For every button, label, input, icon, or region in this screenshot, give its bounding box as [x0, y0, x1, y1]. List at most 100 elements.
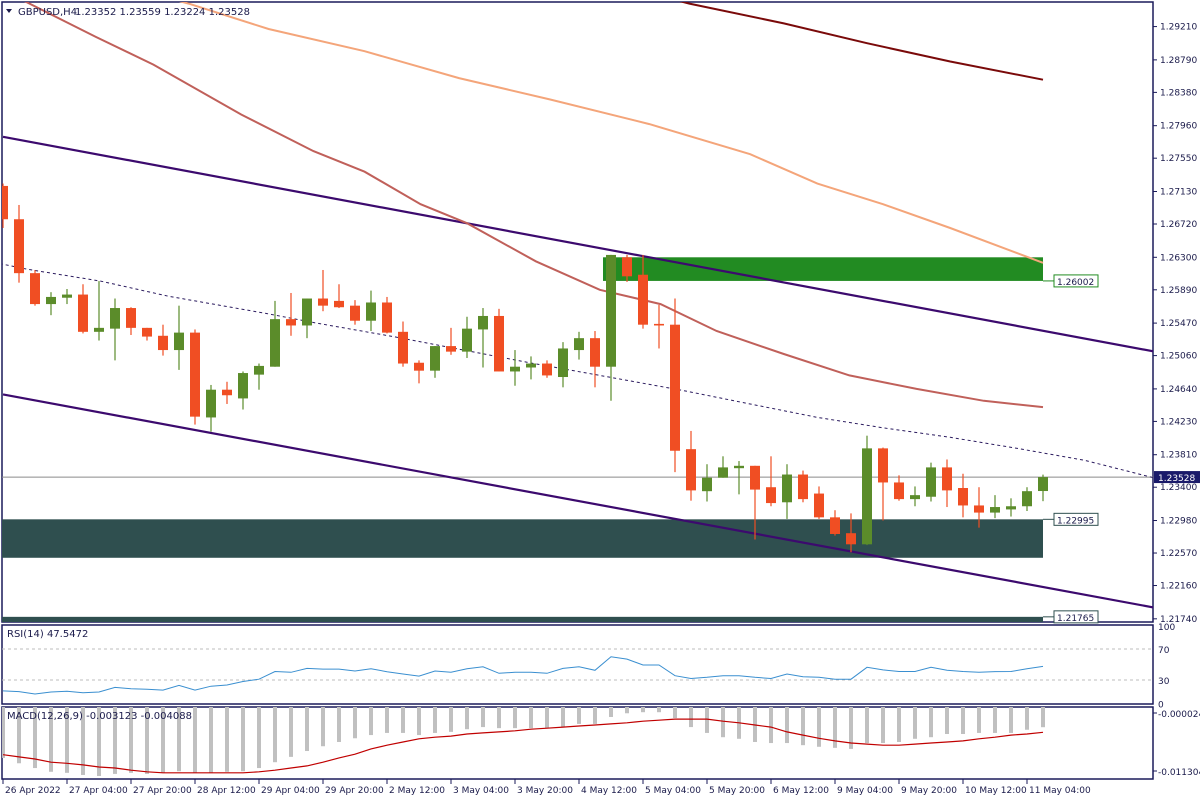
- candle-body: [46, 296, 56, 305]
- candle-body: [366, 302, 376, 321]
- candle: [718, 456, 728, 478]
- rsi-title: RSI(14) 47.5472: [7, 629, 88, 640]
- macd-histogram-bar: [785, 707, 789, 744]
- candle-body: [334, 300, 344, 308]
- macd-histogram-bar: [449, 707, 453, 732]
- candle: [750, 465, 760, 540]
- candle: [558, 342, 568, 388]
- macd-histogram-bar: [705, 707, 709, 733]
- price-tick-label: 1.25470: [1160, 319, 1197, 329]
- candle: [414, 360, 424, 384]
- candle-body: [462, 328, 472, 352]
- price-tick-label: 1.24640: [1160, 385, 1197, 395]
- candle: [942, 459, 952, 508]
- candle: [862, 435, 872, 546]
- rsi-pane[interactable]: [2, 648, 1153, 695]
- candle: [798, 470, 808, 503]
- macd-histogram-bar: [833, 707, 837, 748]
- macd-histogram-bar: [481, 707, 485, 728]
- time-label: 3 May 04:00: [453, 786, 509, 796]
- candle: [734, 461, 744, 495]
- candle: [382, 296, 392, 334]
- macd-histogram-bar: [209, 707, 213, 773]
- macd-histogram-bar: [913, 707, 917, 739]
- candle-body: [734, 465, 744, 469]
- candle-body: [558, 348, 568, 378]
- candle-body: [62, 294, 72, 298]
- collapse-triangle-icon[interactable]: [6, 9, 12, 13]
- candle-body: [654, 323, 664, 326]
- macd-histogram-bar: [513, 707, 517, 729]
- candle: [174, 305, 184, 370]
- price-tick-label: 1.24230: [1160, 417, 1197, 427]
- time-label: 5 May 20:00: [709, 786, 765, 796]
- macd-histogram-bar: [241, 707, 245, 772]
- macd-histogram-bar: [353, 707, 357, 739]
- candle: [478, 308, 488, 368]
- candle: [46, 292, 56, 316]
- rsi-pane-border: [1, 624, 1154, 705]
- candle-body: [206, 389, 216, 418]
- candle-body: [974, 505, 984, 513]
- time-label: 11 May 04:00: [1029, 786, 1091, 796]
- zone-label-box: [1053, 512, 1099, 526]
- candle: [462, 316, 472, 358]
- price-tick-label: 1.25060: [1160, 352, 1197, 362]
- time-label: 27 Apr 04:00: [69, 786, 128, 796]
- candle: [142, 327, 152, 341]
- candle-body: [846, 533, 856, 545]
- candle-body: [414, 362, 424, 371]
- candle-body: [862, 448, 872, 545]
- macd-histogram-bar: [97, 707, 101, 777]
- zone-label-box: [1053, 274, 1099, 288]
- candle: [110, 298, 120, 361]
- time-label: 29 Apr 20:00: [325, 786, 384, 796]
- zone-label-box: [1053, 610, 1099, 624]
- candle-body: [94, 327, 104, 332]
- macd-histogram-bar: [625, 707, 629, 714]
- candle: [926, 462, 936, 502]
- time-label: 5 May 04:00: [645, 786, 701, 796]
- candle-body: [782, 474, 792, 503]
- candle-body: [222, 389, 232, 396]
- candle-body: [14, 219, 24, 274]
- candle: [670, 298, 680, 473]
- candle-body: [702, 477, 712, 492]
- ma-maroon-line: [679, 2, 1044, 81]
- candle-body: [510, 366, 520, 372]
- macd-histogram-bar: [497, 707, 501, 729]
- time-label: 3 May 20:00: [517, 786, 573, 796]
- candle-body: [798, 474, 808, 500]
- price-tick-label: 1.22160: [1160, 582, 1197, 592]
- price-tick-label: 1.26720: [1160, 220, 1197, 230]
- candle-body: [398, 331, 408, 364]
- candle: [190, 329, 200, 425]
- zone-price-label: 1.22995: [1057, 516, 1094, 526]
- candle: [574, 331, 584, 360]
- candle-body: [30, 273, 40, 305]
- macd-histogram-bar: [993, 707, 997, 733]
- macd-histogram-bar: [289, 707, 293, 757]
- candle-body: [382, 302, 392, 333]
- candle-body: [446, 346, 456, 352]
- candle-body: [878, 448, 888, 483]
- candle-body: [990, 507, 1000, 513]
- price-tick-label: 1.27130: [1160, 187, 1197, 197]
- candle: [702, 464, 712, 502]
- candle-body: [270, 319, 280, 367]
- candle: [990, 495, 1000, 519]
- price-tick-label: 1.28380: [1160, 88, 1197, 98]
- candle-body: [590, 338, 600, 367]
- macd-histogram-bar: [17, 707, 21, 764]
- macd-histogram-bar: [865, 707, 869, 744]
- macd-histogram-bar: [529, 707, 533, 729]
- candle: [686, 430, 696, 501]
- macd-pane[interactable]: [1, 707, 1045, 777]
- price-pane[interactable]: [0, 0, 1155, 622]
- candle: [494, 308, 504, 372]
- candle: [622, 254, 632, 282]
- macd-histogram-bar: [33, 707, 37, 769]
- header-ohlc: 1.23352 1.23559 1.23224 1.23528: [75, 7, 250, 18]
- current-price-badge: [1154, 471, 1200, 484]
